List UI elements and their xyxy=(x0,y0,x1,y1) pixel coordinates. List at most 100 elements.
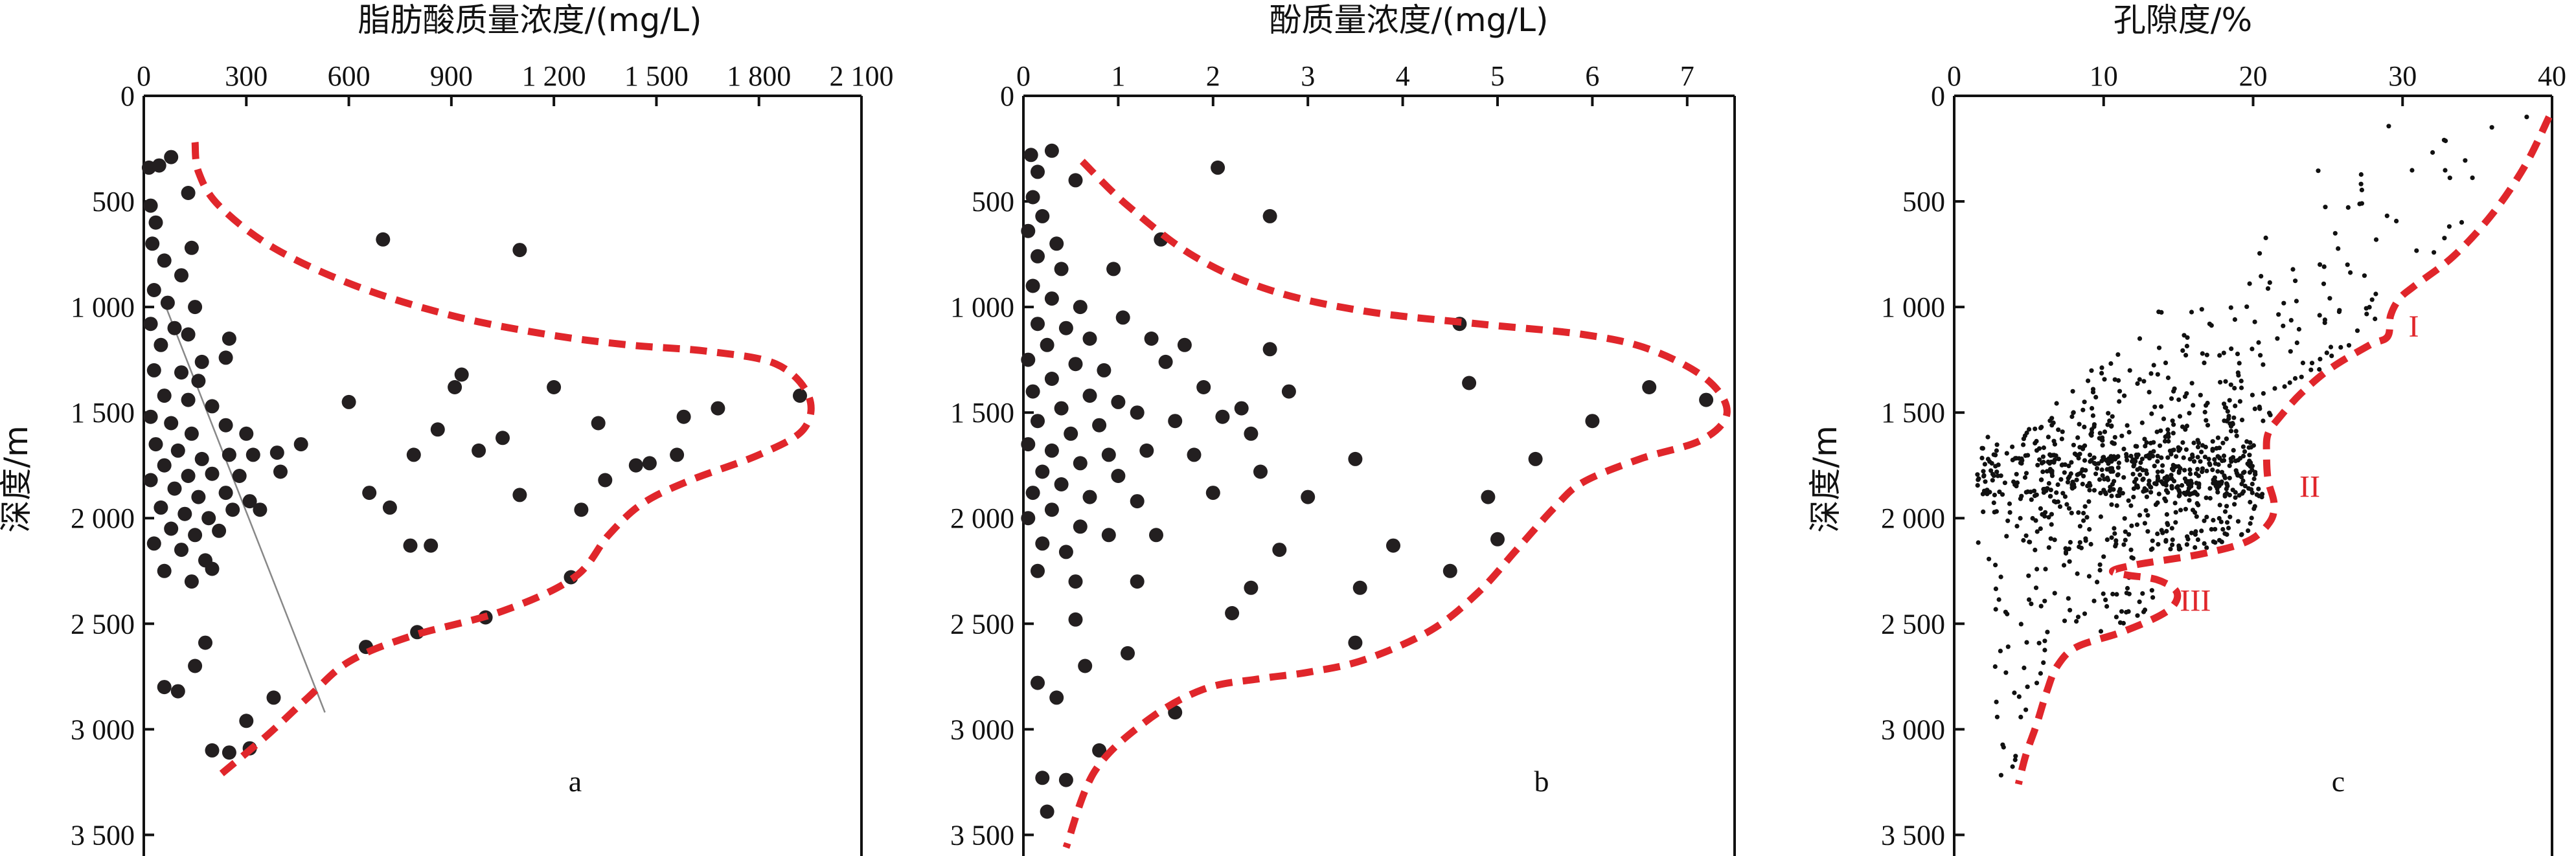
panel-c-data-point xyxy=(2173,520,2178,525)
panel-c-data-point xyxy=(2103,491,2108,497)
panel-c-data-point xyxy=(2210,439,2215,444)
panel-c-data-point xyxy=(2090,413,2095,418)
panel-b-data-point xyxy=(1073,456,1088,471)
panel-c-letter: c xyxy=(2332,765,2345,798)
panel-c-data-point xyxy=(2023,471,2029,476)
panel-c-data-point xyxy=(2200,351,2205,356)
panel-a-data-point xyxy=(201,511,216,526)
panel-c-data-point xyxy=(2211,517,2216,523)
panel-b-data-point xyxy=(1168,705,1183,720)
panel-a-data-point xyxy=(598,473,613,488)
panel-a-data-point xyxy=(222,447,236,462)
panel-c-data-point xyxy=(2099,365,2104,370)
panel-c-data-point xyxy=(2205,400,2210,406)
panel-c-data-point xyxy=(2373,316,2378,322)
panel-c-data-point xyxy=(2163,360,2169,366)
panel-c-data-point xyxy=(2373,237,2379,242)
panel-c-data-point xyxy=(2010,444,2015,449)
panel-c-data-point xyxy=(2048,453,2053,458)
panel-c-data-point xyxy=(2095,466,2100,471)
panel-b-y-tick-label: 2 500 xyxy=(950,608,1014,640)
panel-c-data-point xyxy=(2206,456,2211,462)
panel-c-data-point xyxy=(2141,489,2146,494)
panel-c-data-point xyxy=(2176,469,2182,474)
panel-c-data-point xyxy=(2049,522,2054,527)
panel-c-data-point xyxy=(2087,480,2092,486)
panel-a-data-point xyxy=(512,488,527,502)
panel-c-data-point xyxy=(2354,328,2360,333)
panel-c-data-point xyxy=(2256,340,2261,345)
panel-c-data-point xyxy=(2236,373,2241,378)
panel-c-data-point xyxy=(2110,469,2115,474)
panel-c-data-point xyxy=(2110,457,2115,462)
panel-c-data-point xyxy=(2063,546,2068,551)
panel-c-data-point xyxy=(2145,529,2150,534)
panel-c-data-point xyxy=(2142,521,2147,526)
panel-c-data-point xyxy=(2098,490,2103,496)
panel-c-data-point xyxy=(1987,556,1992,561)
panel-c-data-point xyxy=(2185,335,2190,340)
panel-c-data-point xyxy=(2296,326,2301,332)
panel-c-data-point xyxy=(1993,586,1998,592)
panel-c-data-point xyxy=(2225,484,2230,489)
panel-c-data-point xyxy=(2489,125,2494,130)
panel-a-y-tick-label: 0 xyxy=(120,80,135,112)
panel-c-data-point xyxy=(2177,414,2183,419)
panel-b-data-point xyxy=(1049,690,1064,705)
panel-c-data-point xyxy=(2233,495,2238,501)
panel-c-data-point xyxy=(2151,449,2156,454)
panel-c-data-point xyxy=(2163,482,2169,488)
porosity-depth-panel: 孔隙度/% 深度/m c 0 10 20 30 40 0 500 1 000 1 500 2 00… xyxy=(1807,1,2566,856)
panel-c-data-point xyxy=(2174,454,2179,459)
panel-a-data-point xyxy=(164,150,179,164)
panel-c-data-point xyxy=(2159,404,2164,409)
panel-b-data-point xyxy=(1149,528,1163,543)
panel-c-data-point xyxy=(2169,526,2174,531)
panel-a-data-point xyxy=(454,367,469,382)
panel-c-data-point xyxy=(2187,492,2193,497)
panel-c-data-point xyxy=(2126,498,2131,503)
panel-c-data-point xyxy=(2257,493,2262,499)
panel-c-data-point xyxy=(2107,488,2112,493)
panel-b-data-point xyxy=(1158,354,1173,369)
panel-c-data-point xyxy=(1993,453,1998,458)
panel-c-data-point xyxy=(2233,429,2239,434)
panel-c-data-point xyxy=(2088,541,2093,547)
panel-c-data-point xyxy=(2204,495,2209,501)
panel-c-data-point xyxy=(2239,385,2244,390)
panel-c-data-point xyxy=(2062,618,2068,624)
panel-c-data-point xyxy=(2373,291,2378,297)
panel-c-data-point xyxy=(2163,488,2169,493)
panel-c-data-point xyxy=(2165,522,2171,528)
panel-c-y-axis-title: 深度/m xyxy=(1807,425,1844,533)
panel-c-data-point xyxy=(2139,420,2145,425)
panel-c-data-point xyxy=(2155,453,2160,458)
panel-c-data-point xyxy=(2228,456,2233,462)
panel-a-data-point xyxy=(212,523,227,538)
panel-c-data-point xyxy=(2165,455,2171,460)
panel-b-data-point xyxy=(1031,414,1045,429)
panel-c-x-tick-label: 30 xyxy=(2388,60,2417,92)
panel-c-data-point xyxy=(2224,504,2229,509)
panel-c-data-point xyxy=(2003,670,2009,675)
panel-c-data-point xyxy=(2147,390,2152,395)
panel-c-data-point xyxy=(2222,401,2227,407)
panel-c-data-point xyxy=(2049,423,2055,428)
panel-c-data-point xyxy=(2018,496,2023,501)
panel-c-data-point xyxy=(2056,427,2061,433)
panel-c-data-point xyxy=(1975,483,1980,488)
panel-c-data-point xyxy=(2155,459,2160,464)
panel-b-data-point xyxy=(1244,580,1259,595)
panel-c-data-point xyxy=(2109,535,2114,540)
panel-c-data-point xyxy=(2082,443,2088,448)
panel-a-data-point xyxy=(164,521,179,536)
panel-c-data-point xyxy=(2159,528,2164,533)
panel-c-data-point xyxy=(2033,585,2039,591)
panel-c-data-point xyxy=(1991,473,1996,479)
panel-c-data-point xyxy=(2261,391,2266,396)
panel-c-data-point xyxy=(2175,484,2180,489)
panel-a-data-point xyxy=(157,680,172,695)
panel-a-data-point xyxy=(273,464,288,479)
panel-b-data-point xyxy=(1044,372,1059,386)
panel-b-data-point xyxy=(1196,380,1211,394)
